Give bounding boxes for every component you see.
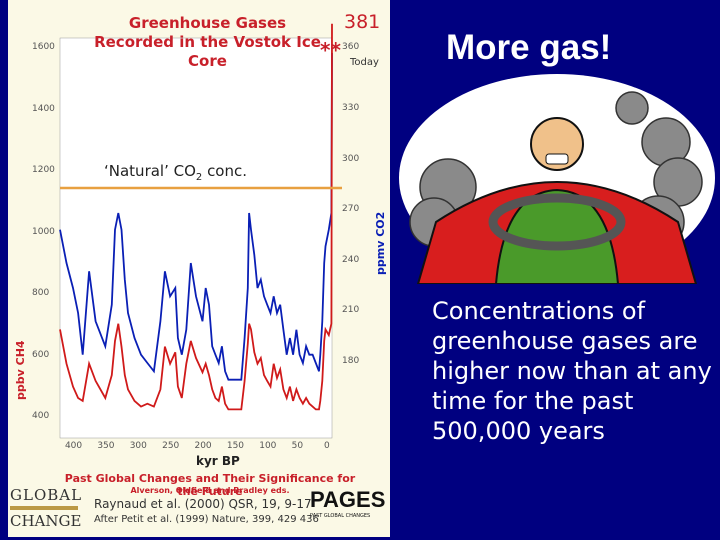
- x-tick-label: 300: [129, 441, 147, 451]
- x-tick-label: 350: [97, 441, 115, 451]
- driver-mouth: [545, 153, 569, 165]
- x-tick-label: 200: [194, 441, 212, 451]
- global-change-logo: GLOBAL CHANGE: [10, 486, 86, 530]
- right-tick-label: 240: [342, 254, 360, 265]
- right-tick-label: 180: [342, 355, 360, 366]
- ice-core-figure: Greenhouse Gases Recorded in the Vostok …: [8, 0, 390, 537]
- x-tick-label: 250: [162, 441, 180, 451]
- ghg-chart: [59, 23, 342, 439]
- plot-area: [59, 37, 333, 439]
- co2-series-line: [59, 52, 333, 381]
- logo-global-top: GLOBAL: [10, 486, 83, 504]
- natural-label-suffix: conc.: [202, 162, 248, 180]
- x-axis-label: kyr BP: [196, 454, 240, 468]
- natural-label-text: ‘Natural’ CO: [104, 162, 196, 180]
- left-tick-label: 1600: [32, 42, 55, 52]
- co2-axis-label: ppmv CO2: [374, 211, 387, 275]
- right-tick-label: 210: [342, 305, 360, 315]
- smoke-clouds: [409, 91, 703, 260]
- left-tick-label: 800: [32, 288, 50, 298]
- x-tick-label: 150: [226, 441, 245, 451]
- left-tick-label: 400: [32, 411, 50, 421]
- footer-title: Past Global Changes and Their Significan…: [64, 472, 356, 498]
- today-marker: **: [320, 38, 341, 62]
- ch4-series-line: [59, 23, 333, 411]
- current-co2-value: 381: [344, 11, 381, 33]
- steering-wheel: [488, 193, 626, 251]
- logo-pages-sub: PAST GLOBAL CHANGES: [310, 513, 371, 519]
- x-tick-label: 100: [259, 441, 277, 451]
- x-tick-label: 400: [64, 441, 83, 451]
- body-text: Concentrations of greenhouse gases are h…: [432, 297, 712, 445]
- right-tick-top: 360: [342, 42, 360, 52]
- natural-co2-label: ‘Natural’ CO2 conc.: [104, 162, 247, 183]
- logo-pages-text: PAGES: [310, 487, 386, 512]
- citation-petit: After Petit et al. (1999) Nature, 399, 4…: [94, 514, 319, 525]
- left-tick-label: 1200: [32, 165, 55, 175]
- driver-head: [530, 117, 584, 171]
- left-tick-label: 600: [32, 349, 50, 360]
- right-tick-label: 300: [342, 153, 360, 164]
- natural-label-sub: 2: [195, 172, 203, 183]
- headline: More gas!: [446, 28, 612, 67]
- logo-global-bottom: CHANGE: [10, 512, 82, 530]
- left-tick-label: 1000: [32, 226, 55, 237]
- right-tick-label: 270: [342, 204, 360, 214]
- x-tick-label: 0: [324, 441, 330, 451]
- x-tick-label: 50: [291, 441, 304, 451]
- driver-cartoon: [399, 74, 715, 284]
- left-tick-label: 1400: [32, 103, 55, 114]
- footer-editors: Alverson, Oldfield and Bradley eds.: [130, 486, 290, 495]
- today-label: Today: [350, 57, 379, 68]
- figure-title: Greenhouse Gases Recorded in the Vostok …: [94, 14, 321, 70]
- ch4-axis-label: ppbv CH4: [14, 340, 27, 400]
- citation-raynaud: Raynaud et al. (2000) QSR, 19, 9-17: [94, 497, 312, 511]
- right-tick-label: 330: [342, 103, 360, 113]
- pages-logo: PAGES PAST GLOBAL CHANGES: [310, 487, 386, 527]
